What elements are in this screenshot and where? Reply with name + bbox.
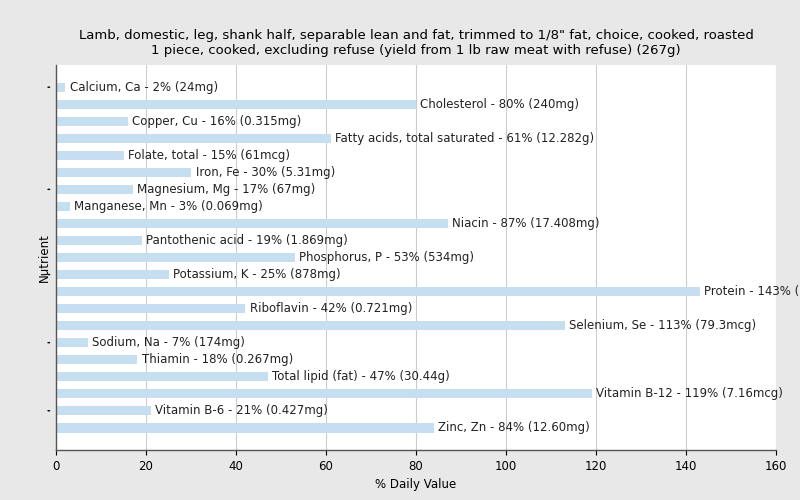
Text: Copper, Cu - 16% (0.315mg): Copper, Cu - 16% (0.315mg)	[133, 114, 302, 128]
Bar	[56, 321, 565, 330]
Text: Pantothenic acid - 19% (1.869mg): Pantothenic acid - 19% (1.869mg)	[146, 234, 348, 247]
Bar	[56, 406, 150, 415]
Y-axis label: Nutrient: Nutrient	[38, 233, 50, 282]
Title: Lamb, domestic, leg, shank half, separable lean and fat, trimmed to 1/8" fat, ch: Lamb, domestic, leg, shank half, separab…	[78, 29, 754, 57]
Bar	[56, 134, 330, 143]
Bar	[56, 168, 191, 177]
Bar	[56, 423, 434, 432]
Text: Riboflavin - 42% (0.721mg): Riboflavin - 42% (0.721mg)	[250, 302, 412, 315]
Text: Zinc, Zn - 84% (12.60mg): Zinc, Zn - 84% (12.60mg)	[438, 422, 590, 434]
Bar	[56, 184, 133, 194]
Bar	[56, 304, 245, 314]
Bar	[56, 355, 137, 364]
Text: Protein - 143% (71.37g): Protein - 143% (71.37g)	[704, 285, 800, 298]
Text: Vitamin B-12 - 119% (7.16mcg): Vitamin B-12 - 119% (7.16mcg)	[596, 388, 783, 400]
Text: Sodium, Na - 7% (174mg): Sodium, Na - 7% (174mg)	[92, 336, 245, 349]
Bar	[56, 372, 267, 382]
Text: Thiamin - 18% (0.267mg): Thiamin - 18% (0.267mg)	[142, 353, 293, 366]
Bar	[56, 150, 123, 160]
Bar	[56, 253, 294, 262]
X-axis label: % Daily Value: % Daily Value	[375, 478, 457, 492]
Text: Phosphorus, P - 53% (534mg): Phosphorus, P - 53% (534mg)	[299, 251, 474, 264]
Bar	[56, 338, 87, 347]
Bar	[56, 100, 416, 109]
Text: Folate, total - 15% (61mcg): Folate, total - 15% (61mcg)	[128, 149, 290, 162]
Text: Total lipid (fat) - 47% (30.44g): Total lipid (fat) - 47% (30.44g)	[272, 370, 450, 383]
Text: Magnesium, Mg - 17% (67mg): Magnesium, Mg - 17% (67mg)	[137, 183, 315, 196]
Text: Manganese, Mn - 3% (0.069mg): Manganese, Mn - 3% (0.069mg)	[74, 200, 262, 213]
Text: Calcium, Ca - 2% (24mg): Calcium, Ca - 2% (24mg)	[70, 80, 218, 94]
Bar	[56, 116, 128, 126]
Bar	[56, 219, 447, 228]
Text: Potassium, K - 25% (878mg): Potassium, K - 25% (878mg)	[173, 268, 341, 281]
Bar	[56, 270, 169, 279]
Text: Niacin - 87% (17.408mg): Niacin - 87% (17.408mg)	[452, 217, 599, 230]
Bar	[56, 287, 699, 296]
Text: Fatty acids, total saturated - 61% (12.282g): Fatty acids, total saturated - 61% (12.2…	[335, 132, 594, 145]
Text: Selenium, Se - 113% (79.3mcg): Selenium, Se - 113% (79.3mcg)	[569, 319, 756, 332]
Text: Iron, Fe - 30% (5.31mg): Iron, Fe - 30% (5.31mg)	[195, 166, 334, 179]
Text: Vitamin B-6 - 21% (0.427mg): Vitamin B-6 - 21% (0.427mg)	[155, 404, 328, 417]
Bar	[56, 389, 591, 398]
Bar	[56, 236, 142, 245]
Text: Cholesterol - 80% (240mg): Cholesterol - 80% (240mg)	[421, 98, 579, 110]
Bar	[56, 202, 70, 211]
Bar	[56, 82, 65, 92]
